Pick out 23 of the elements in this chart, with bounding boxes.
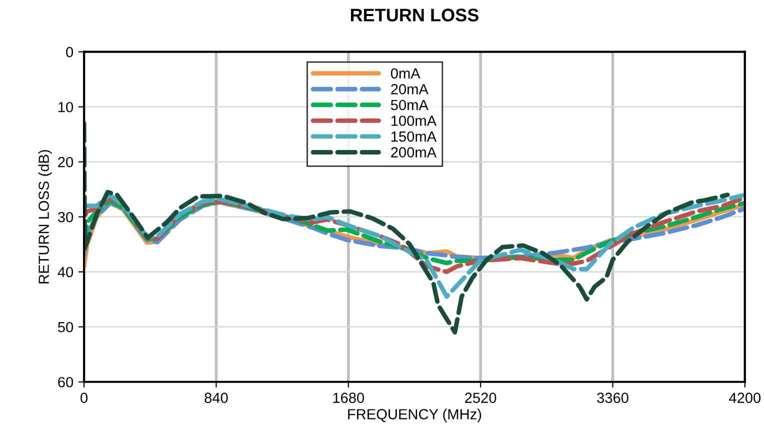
legend-label: 20mA bbox=[391, 84, 428, 94]
y-tick-label: 0 bbox=[66, 46, 74, 58]
chart-title: RETURN LOSS bbox=[350, 8, 478, 22]
y-tick-label: 10 bbox=[58, 102, 74, 112]
legend-label: 150mA bbox=[391, 131, 437, 142]
y-tick-label: 50 bbox=[58, 322, 74, 332]
x-tick-label: 4200 bbox=[729, 392, 761, 403]
x-axis-title: FREQUENCY (MHz) bbox=[348, 408, 482, 422]
y-tick-label: 30 bbox=[58, 212, 74, 222]
legend-label: 100mA bbox=[391, 116, 437, 126]
legend-label: 200mA bbox=[391, 147, 437, 158]
y-tick-label: 60 bbox=[58, 376, 74, 388]
legend-label: 50mA bbox=[390, 100, 428, 110]
x-tick-label: 3360 bbox=[597, 392, 628, 403]
x-tick-label: 0 bbox=[80, 392, 88, 403]
legend-label: 0mA bbox=[390, 68, 420, 79]
x-tick-label: 840 bbox=[204, 392, 228, 403]
y-tick-label: 20 bbox=[58, 156, 74, 168]
y-tick-label: 40 bbox=[58, 266, 74, 278]
x-tick-label: 2520 bbox=[465, 392, 496, 403]
y-axis-title: RETURN LOSS (dB) bbox=[38, 150, 52, 284]
x-tick-label: 1680 bbox=[333, 392, 364, 403]
line-series bbox=[84, 192, 745, 299]
